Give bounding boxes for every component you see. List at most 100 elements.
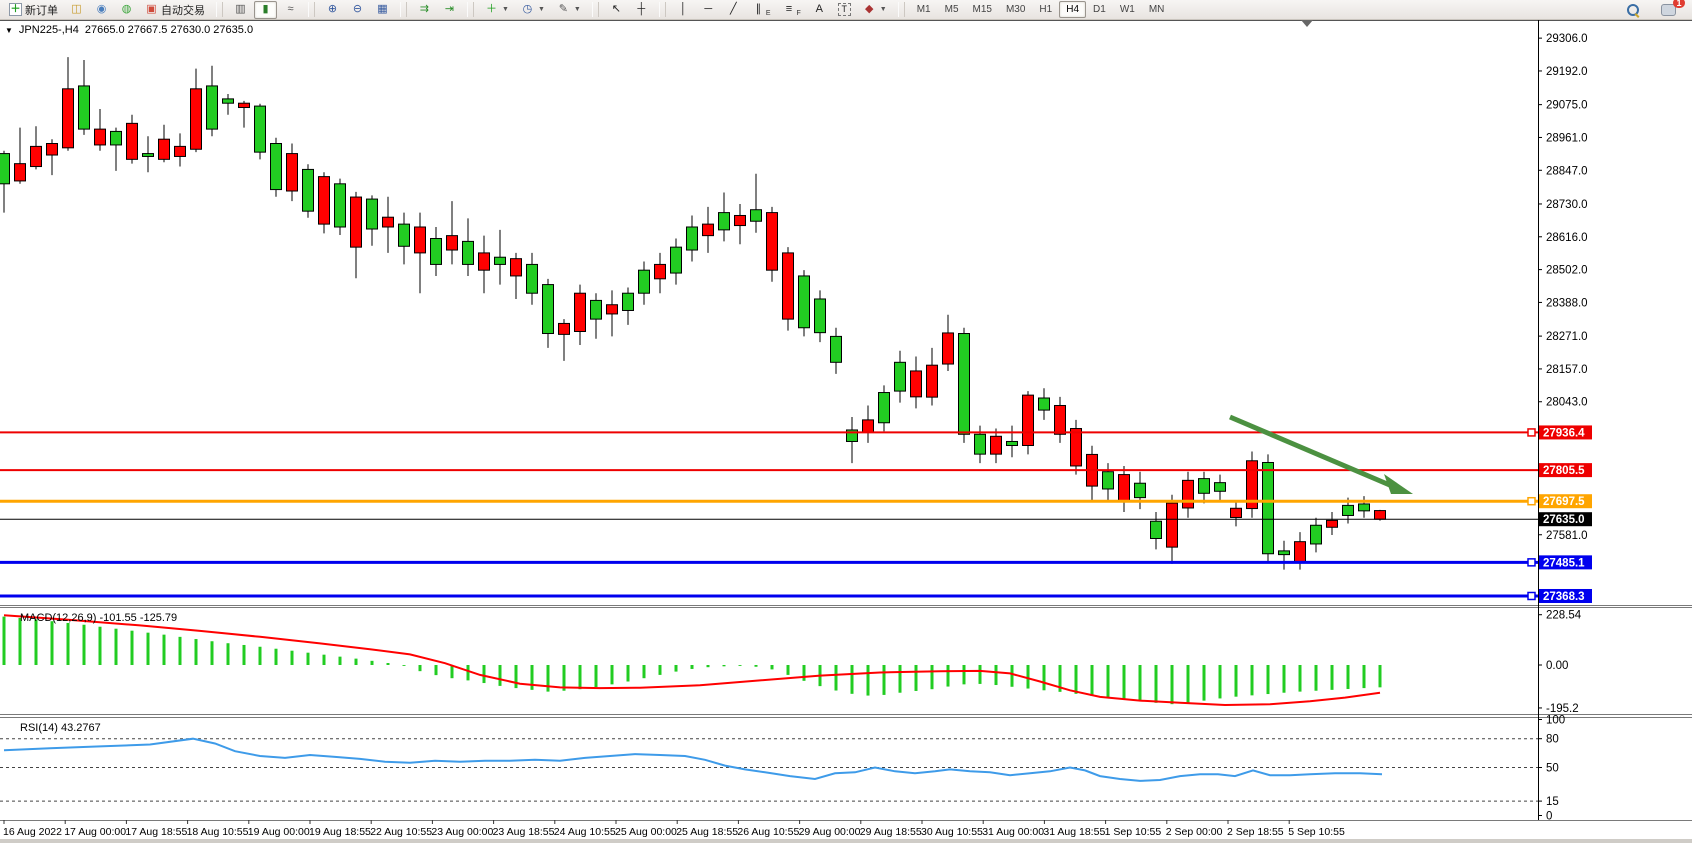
toolbar-separator: [308, 2, 315, 17]
time-axis-label: 24 Aug 10:55: [554, 826, 616, 838]
candle: [286, 153, 298, 192]
time-axis-label: 18 Aug 10:55: [187, 826, 249, 838]
price-axis-tick: 28271.0: [1546, 331, 1588, 343]
timeframe-m1-button[interactable]: M1: [916, 4, 931, 15]
candle: [606, 304, 618, 315]
periods-button[interactable]: ◷ ▼: [516, 1, 550, 19]
doc-plus-icon: ＋: [9, 3, 22, 16]
linechart-icon: ≈: [287, 3, 294, 15]
candle: [334, 183, 346, 228]
candle: [654, 263, 666, 280]
cursor-button[interactable]: ↖: [605, 1, 628, 19]
time-axis-label: 30 Aug 10:55: [921, 826, 983, 838]
trendline-button[interactable]: ╱: [722, 1, 745, 19]
zoom-in-button[interactable]: ⊕: [321, 1, 344, 19]
timeframe-mn-button[interactable]: MN: [1148, 4, 1165, 15]
indicators-button[interactable]: ＋ ▼: [480, 1, 514, 19]
timeframe-h4-button[interactable]: H4: [1059, 1, 1087, 18]
candle: [974, 433, 986, 455]
zoom-out-button[interactable]: ⊖: [346, 1, 369, 19]
new-order-button[interactable]: ＋新订单: [4, 1, 63, 19]
text-button[interactable]: A: [808, 1, 831, 19]
candle: [798, 275, 810, 329]
candle: [174, 145, 186, 157]
macd-label: MACD(12,26,9) -101.55 -125.79: [20, 612, 177, 624]
dropdown-arrow-icon[interactable]: ▼: [502, 6, 509, 13]
auto-scroll-button[interactable]: ⇉: [413, 1, 436, 19]
time-axis-label: 2 Sep 18:55: [1227, 826, 1284, 838]
bar-chart-button[interactable]: ▥: [229, 1, 252, 19]
time-axis-label: 22 Aug 10:55: [370, 826, 432, 838]
text-label-button[interactable]: T: [833, 1, 856, 19]
search-button[interactable]: [1622, 1, 1644, 19]
price-axis-tick: 28730.0: [1546, 199, 1588, 211]
price-axis-tick: 28157.0: [1546, 364, 1588, 376]
metaeditor-button[interactable]: ◉: [90, 1, 113, 19]
price-axis[interactable]: 29306.0 29192.0 29075.0 28961.0 28847.0 28730…: [1538, 33, 1588, 823]
candle: [430, 238, 442, 265]
icon-subscript: E: [765, 9, 771, 17]
cursor-icon: ↖: [611, 3, 621, 15]
candle: [990, 435, 1002, 455]
timeframe-m30-button[interactable]: M30: [1005, 4, 1026, 15]
bars-icon: ▥: [235, 3, 246, 15]
icon-subscript: F: [796, 9, 801, 17]
line-handle[interactable]: [1527, 558, 1536, 567]
candle: [958, 333, 970, 435]
text-icon: A: [815, 3, 823, 15]
crosshair-button[interactable]: ┼: [630, 1, 653, 19]
shapes-icon: ◆: [865, 3, 874, 15]
line-handle[interactable]: [1527, 428, 1536, 437]
price-badge-text: 27368.3: [1543, 591, 1585, 603]
one-click-trading-toggle[interactable]: ▼: [5, 25, 13, 35]
timeframe-h1-button[interactable]: H1: [1039, 4, 1053, 15]
candle: [926, 364, 938, 398]
trend-arrow[interactable]: [1229, 414, 1413, 494]
candle: [1038, 397, 1050, 411]
depth-icon: ◫: [71, 3, 82, 15]
market-depth-button[interactable]: ◫: [65, 1, 88, 19]
candle: [1150, 520, 1162, 539]
timeframe-d1-button[interactable]: D1: [1093, 4, 1106, 15]
time-axis[interactable]: 16 Aug 2022 17 Aug 00:00 17 Aug 18:55 18 Au…: [3, 820, 1345, 838]
candle: [734, 214, 746, 227]
chat-button[interactable]: 1: [1656, 0, 1685, 19]
candle: [350, 196, 362, 248]
signals-button[interactable]: ◍: [115, 1, 138, 19]
candlestick-button[interactable]: ▮: [254, 0, 277, 19]
candle: [94, 128, 106, 146]
candle: [942, 332, 954, 365]
textlabel-icon: T: [837, 3, 851, 16]
hline-button[interactable]: ─: [697, 1, 720, 19]
vline-button[interactable]: │: [672, 1, 695, 19]
dropdown-arrow-icon[interactable]: ▼: [573, 6, 581, 13]
tile-windows-button[interactable]: ▦: [371, 1, 394, 19]
chart-shift-button[interactable]: ⇥: [438, 1, 461, 19]
zoom-out-icon: ⊖: [352, 3, 363, 15]
timeframe-w1-button[interactable]: W1: [1119, 4, 1135, 15]
shapes-button[interactable]: ◆ ▼: [858, 1, 892, 19]
objects-button[interactable]: ✎ ▼: [552, 1, 586, 19]
candle: [894, 361, 906, 392]
candles-icon: ▮: [262, 3, 269, 15]
time-axis-label: 5 Sep 10:55: [1288, 826, 1345, 838]
channel-button[interactable]: ∥ E: [747, 1, 776, 19]
line-handle[interactable]: [1527, 496, 1536, 506]
line-chart-button[interactable]: ≈: [279, 1, 302, 19]
macd-axis-tick: 228.54: [1546, 610, 1582, 622]
line-handle[interactable]: [1527, 591, 1536, 601]
dropdown-arrow-icon[interactable]: ▼: [879, 6, 887, 13]
timeframe-m15-button[interactable]: M15: [972, 4, 992, 15]
candle: [526, 263, 538, 294]
horizontal-price-lines[interactable]: 27936.4 27805.5 27697.5 27635.0 27485.1 27368…: [0, 425, 1592, 603]
fibonacci-button[interactable]: ≡ F: [777, 1, 805, 19]
price-axis-tick: 27581.0: [1546, 530, 1588, 542]
timeframe-m5-button[interactable]: M5: [944, 4, 959, 15]
candle: [142, 153, 154, 157]
dropdown-arrow-icon[interactable]: ▼: [537, 6, 545, 13]
algo-trading-button[interactable]: ▣ 自动交易: [140, 1, 210, 19]
chat-icon: [1661, 3, 1676, 16]
notification-badge: 1: [1673, 0, 1685, 8]
